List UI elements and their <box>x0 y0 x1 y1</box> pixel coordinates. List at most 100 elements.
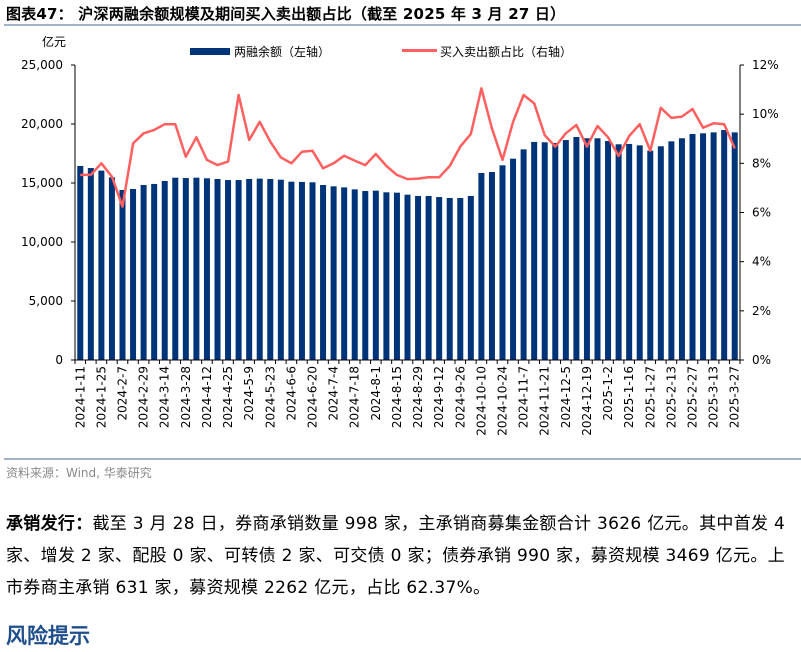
bar <box>721 130 728 360</box>
ratio-point <box>438 176 440 178</box>
ratio-point <box>164 123 166 125</box>
x-tick-label: 2024-5-9 <box>242 366 256 420</box>
ratio-point <box>565 132 567 134</box>
ratio-point <box>217 164 218 166</box>
ratio-point <box>470 133 472 135</box>
x-tick-label: 2025-3-13 <box>707 366 721 428</box>
ratio-point <box>480 87 482 89</box>
x-tick-label: 2024-5-23 <box>263 366 277 428</box>
title-divider <box>4 24 801 26</box>
bar <box>351 189 358 360</box>
left-axis-unit: 亿元 <box>42 34 66 49</box>
x-tick-label: 2024-1-25 <box>94 366 108 428</box>
figure-title: 图表47： 沪深两融余额规模及期间买入卖出额占比（截至 2025 年 3 月 2… <box>6 5 566 23</box>
x-tick-label: 2024-1-11 <box>73 366 87 428</box>
ratio-point <box>586 146 588 148</box>
x-tick-label: 2024-9-12 <box>432 366 446 428</box>
ratio-point <box>713 122 715 124</box>
bar <box>626 143 633 360</box>
left-tick-label: 25,000 <box>21 58 63 72</box>
bar <box>541 142 548 360</box>
x-tick-label: 2025-1-27 <box>643 366 657 428</box>
section-heading-risk: 风险提示 <box>6 624 90 648</box>
ratio-point <box>607 136 609 138</box>
ratio-point <box>174 123 176 125</box>
right-tick-label: 10% <box>752 107 779 121</box>
ratio-point <box>734 147 736 149</box>
x-tick-label: 2025-2-13 <box>664 366 678 428</box>
bar <box>657 146 664 360</box>
bar <box>277 179 284 360</box>
x-tick-label: 2024-11-21 <box>538 366 552 436</box>
x-tick-label: 2024-7-4 <box>327 366 341 420</box>
ratio-point <box>681 116 683 118</box>
bar <box>383 192 390 360</box>
ratio-point <box>301 151 303 153</box>
bar <box>393 192 400 360</box>
bar <box>77 166 84 360</box>
x-tick-label: 2025-1-16 <box>622 366 636 428</box>
bar <box>615 144 622 360</box>
ratio-point <box>375 153 377 155</box>
ratio-point <box>502 159 503 161</box>
bar <box>583 138 590 360</box>
ratio-point <box>132 142 134 144</box>
source-note: 资料来源：Wind, 华泰研究 <box>6 466 152 480</box>
x-tick-label: 2024-12-5 <box>559 366 573 428</box>
x-tick-label: 2024-10-10 <box>474 366 488 436</box>
right-tick-label: 12% <box>752 58 779 72</box>
right-tick-label: 6% <box>752 206 771 220</box>
paragraph-lead: 承销发行： <box>6 514 93 534</box>
right-tick-label: 4% <box>752 255 771 269</box>
x-tick-label: 2024-2-29 <box>137 366 151 428</box>
bar <box>415 195 422 360</box>
ratio-point <box>343 155 345 157</box>
bar <box>130 189 137 360</box>
bar <box>668 141 675 360</box>
bar <box>636 145 643 360</box>
x-tick-label: 2024-9-26 <box>453 366 467 428</box>
bar <box>267 178 274 360</box>
bar <box>594 138 601 360</box>
bar <box>320 185 327 360</box>
x-tick-label: 2024-11-7 <box>517 366 531 428</box>
x-tick-label: 2024-6-6 <box>284 366 298 420</box>
ratio-point <box>364 164 366 166</box>
ratio-point <box>660 107 662 109</box>
bar <box>457 197 464 360</box>
ratio-point <box>597 125 598 127</box>
ratio-point <box>670 117 672 119</box>
bar <box>98 170 105 360</box>
paragraph-body: 截至 3 月 28 日，券商承销数量 998 家，主承销商募集金额合计 3626… <box>6 514 786 598</box>
x-tick-label: 2024-10-24 <box>496 366 510 436</box>
bar <box>689 134 696 360</box>
ratio-point <box>195 136 197 138</box>
bar <box>647 150 654 360</box>
ratio-point <box>322 167 324 169</box>
left-tick-label: 20,000 <box>21 117 63 131</box>
x-tick-label: 2024-4-25 <box>221 366 235 428</box>
x-tick-label: 2024-3-14 <box>158 366 172 428</box>
x-tick-label: 2024-8-15 <box>390 366 404 428</box>
legend-bar-label: 两融余额（左轴） <box>234 44 330 59</box>
ratio-point <box>227 161 229 163</box>
bar <box>520 149 527 360</box>
left-tick-label: 5,000 <box>29 294 63 308</box>
ratio-point <box>702 127 704 129</box>
ratio-point <box>512 121 514 123</box>
x-tick-label: 2024-7-18 <box>348 366 362 428</box>
bar <box>235 180 242 360</box>
bar <box>87 168 94 360</box>
bar <box>182 178 189 360</box>
x-tick-label: 2024-6-20 <box>306 366 320 428</box>
bar <box>151 183 158 360</box>
ratio-point <box>575 124 577 126</box>
right-tick-label: 8% <box>752 156 771 170</box>
bar <box>562 140 569 360</box>
ratio-point <box>111 176 113 178</box>
x-tick-label: 2024-8-1 <box>369 366 383 420</box>
ratio-point <box>238 94 240 96</box>
x-tick-label: 2024-3-28 <box>179 366 193 428</box>
x-tick-label: 2025-2-27 <box>686 366 700 428</box>
bar <box>330 186 337 360</box>
